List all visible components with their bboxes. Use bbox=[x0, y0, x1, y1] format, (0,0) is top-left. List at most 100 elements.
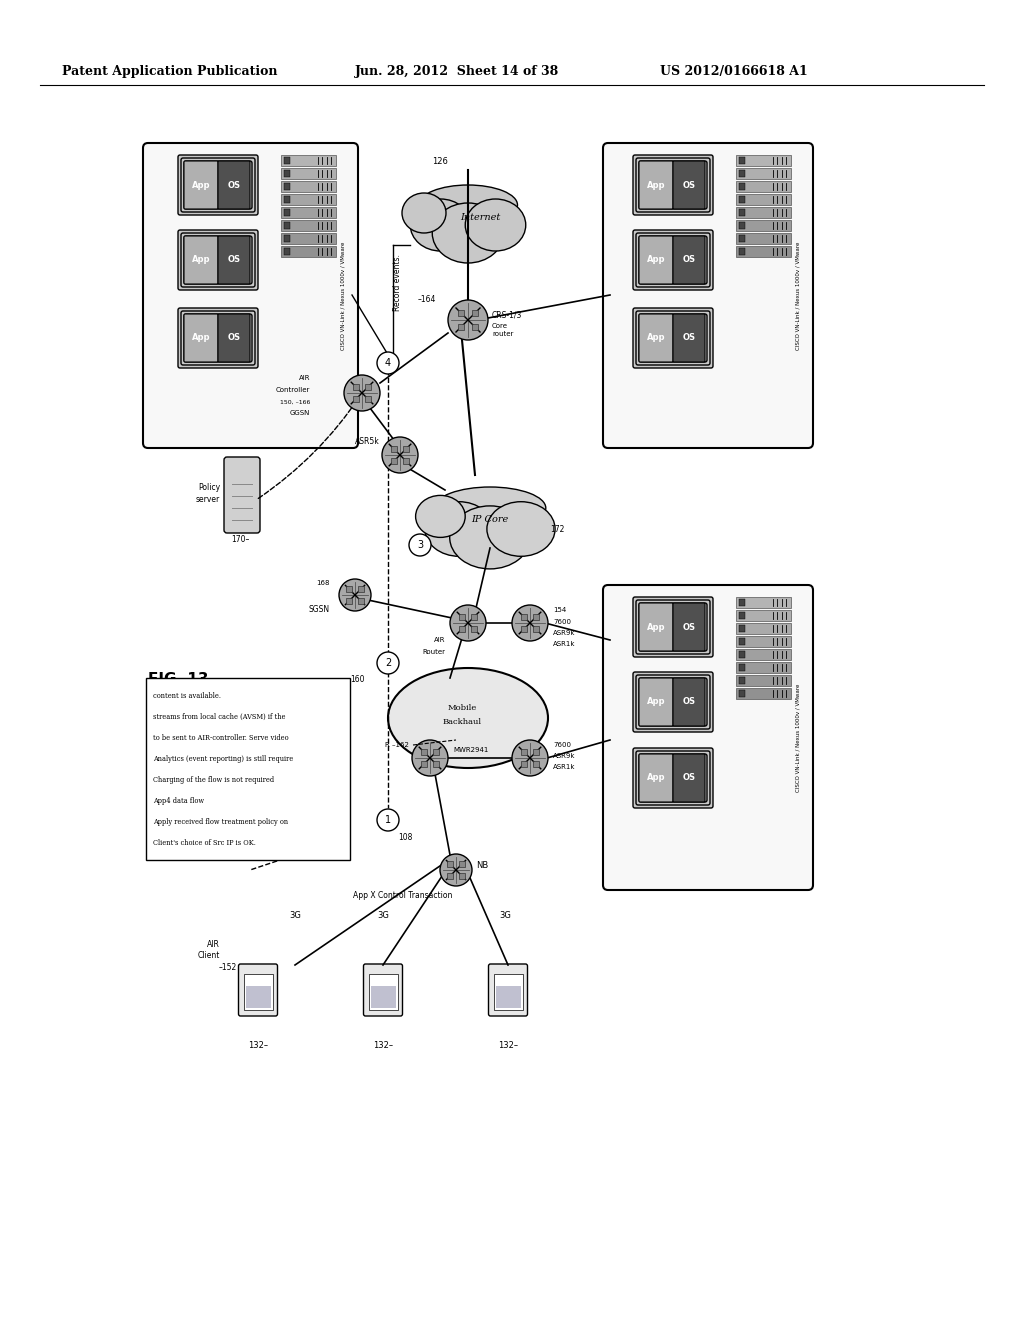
Text: 126: 126 bbox=[432, 157, 447, 166]
Bar bbox=[246, 986, 270, 1008]
FancyBboxPatch shape bbox=[673, 678, 705, 726]
Bar bbox=[284, 195, 290, 203]
Circle shape bbox=[409, 535, 431, 556]
FancyBboxPatch shape bbox=[178, 230, 258, 290]
Text: 132–: 132– bbox=[373, 1040, 393, 1049]
Text: CRS-1/3: CRS-1/3 bbox=[492, 310, 522, 319]
Circle shape bbox=[377, 652, 399, 675]
FancyBboxPatch shape bbox=[636, 675, 710, 729]
Text: App: App bbox=[647, 181, 666, 190]
Bar bbox=[352, 396, 358, 403]
Bar bbox=[352, 384, 358, 389]
Bar bbox=[421, 748, 427, 755]
Text: 7600: 7600 bbox=[553, 619, 571, 624]
FancyBboxPatch shape bbox=[143, 143, 358, 447]
FancyBboxPatch shape bbox=[181, 234, 255, 286]
FancyBboxPatch shape bbox=[633, 230, 713, 290]
Bar bbox=[391, 446, 396, 451]
Ellipse shape bbox=[419, 185, 517, 224]
Bar bbox=[281, 234, 336, 244]
Bar bbox=[738, 248, 744, 255]
Ellipse shape bbox=[411, 199, 471, 251]
Text: ASR5k: ASR5k bbox=[355, 437, 380, 446]
Bar bbox=[738, 599, 744, 606]
Bar bbox=[244, 974, 272, 1010]
FancyBboxPatch shape bbox=[184, 314, 218, 362]
Bar bbox=[534, 614, 540, 619]
Bar bbox=[520, 626, 526, 632]
Text: 150, –166: 150, –166 bbox=[280, 400, 310, 404]
Bar bbox=[738, 612, 744, 619]
Circle shape bbox=[344, 375, 380, 411]
FancyBboxPatch shape bbox=[673, 161, 705, 209]
Bar bbox=[534, 626, 540, 632]
Text: Internet: Internet bbox=[460, 214, 500, 223]
Text: 132–: 132– bbox=[248, 1040, 268, 1049]
Text: App: App bbox=[191, 334, 210, 342]
FancyBboxPatch shape bbox=[633, 672, 713, 733]
Text: 2: 2 bbox=[385, 657, 391, 668]
Text: Jun. 28, 2012  Sheet 14 of 38: Jun. 28, 2012 Sheet 14 of 38 bbox=[355, 66, 559, 78]
Text: MWR2941: MWR2941 bbox=[453, 747, 488, 752]
Bar bbox=[735, 623, 791, 634]
Circle shape bbox=[339, 579, 371, 611]
Bar bbox=[735, 597, 791, 609]
Text: OS: OS bbox=[683, 623, 695, 631]
Circle shape bbox=[377, 809, 399, 832]
Text: SGSN: SGSN bbox=[309, 606, 330, 615]
Text: OS: OS bbox=[227, 334, 241, 342]
Text: ASR9k: ASR9k bbox=[553, 630, 575, 636]
Bar bbox=[472, 323, 478, 330]
Bar bbox=[357, 598, 364, 603]
Bar bbox=[735, 207, 791, 218]
FancyBboxPatch shape bbox=[636, 158, 710, 213]
FancyBboxPatch shape bbox=[639, 754, 707, 803]
Text: 4: 4 bbox=[385, 358, 391, 368]
Circle shape bbox=[450, 605, 486, 642]
Bar bbox=[459, 614, 465, 619]
Bar bbox=[520, 762, 526, 767]
Bar bbox=[471, 626, 477, 632]
FancyBboxPatch shape bbox=[218, 236, 250, 284]
Bar bbox=[534, 748, 540, 755]
Bar bbox=[284, 170, 290, 177]
Bar bbox=[284, 157, 290, 164]
Text: 3G: 3G bbox=[377, 911, 389, 920]
FancyBboxPatch shape bbox=[639, 161, 707, 209]
Text: AIR: AIR bbox=[299, 375, 310, 381]
Text: Apply received flow treatment policy on: Apply received flow treatment policy on bbox=[153, 818, 288, 826]
Bar bbox=[281, 181, 336, 191]
Text: OS: OS bbox=[683, 774, 695, 783]
Bar bbox=[735, 636, 791, 647]
FancyBboxPatch shape bbox=[636, 601, 710, 653]
Bar bbox=[369, 974, 397, 1010]
FancyBboxPatch shape bbox=[146, 678, 350, 861]
FancyBboxPatch shape bbox=[603, 585, 813, 890]
FancyBboxPatch shape bbox=[218, 314, 250, 362]
Bar bbox=[281, 168, 336, 180]
FancyBboxPatch shape bbox=[184, 236, 218, 284]
Text: AIR: AIR bbox=[433, 638, 445, 643]
Text: 170–: 170– bbox=[230, 536, 249, 544]
Text: 7600: 7600 bbox=[553, 742, 571, 748]
Text: GGSN: GGSN bbox=[290, 411, 310, 416]
Bar bbox=[281, 220, 336, 231]
FancyBboxPatch shape bbox=[178, 308, 258, 368]
Bar bbox=[735, 234, 791, 244]
FancyBboxPatch shape bbox=[184, 161, 218, 209]
Text: ASR1k: ASR1k bbox=[553, 764, 575, 770]
Bar bbox=[366, 384, 372, 389]
Bar bbox=[281, 207, 336, 218]
Text: App: App bbox=[191, 181, 210, 190]
Text: FIG. 13: FIG. 13 bbox=[148, 672, 209, 688]
Text: App: App bbox=[647, 774, 666, 783]
Text: 108: 108 bbox=[398, 833, 413, 842]
Circle shape bbox=[382, 437, 418, 473]
FancyBboxPatch shape bbox=[184, 161, 252, 209]
Text: –152: –152 bbox=[219, 962, 237, 972]
FancyBboxPatch shape bbox=[636, 234, 710, 286]
Circle shape bbox=[377, 352, 399, 374]
Text: ASR9k: ASR9k bbox=[553, 752, 575, 759]
Text: CISCO VN-Link / Nexus 1000v / VMware: CISCO VN-Link / Nexus 1000v / VMware bbox=[341, 242, 345, 350]
Circle shape bbox=[512, 741, 548, 776]
